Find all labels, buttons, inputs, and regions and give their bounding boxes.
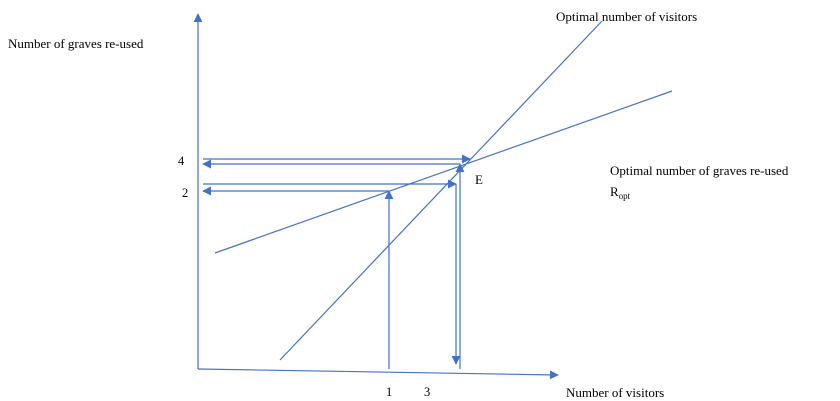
y-tick-4: 4 [178, 154, 185, 168]
line-optimal-graves-reused [214, 90, 673, 254]
x-axis-title: Number of visitors [566, 385, 664, 400]
y-axis-title: Number of graves re-used [8, 36, 144, 51]
x-tick-1: 1 [386, 385, 392, 399]
r-opt-label: Ropt [610, 184, 631, 201]
x-axis [197, 368, 559, 380]
line-optimal-visitors [279, 20, 603, 361]
y-tick-2: 2 [182, 186, 188, 200]
line-visitors-label: Optimal number of visitors [556, 9, 697, 24]
line-graves-label: Optimal number of graves re-used [610, 163, 789, 178]
x-tick-3: 3 [424, 385, 430, 399]
equilibrium-label: E [475, 172, 483, 187]
